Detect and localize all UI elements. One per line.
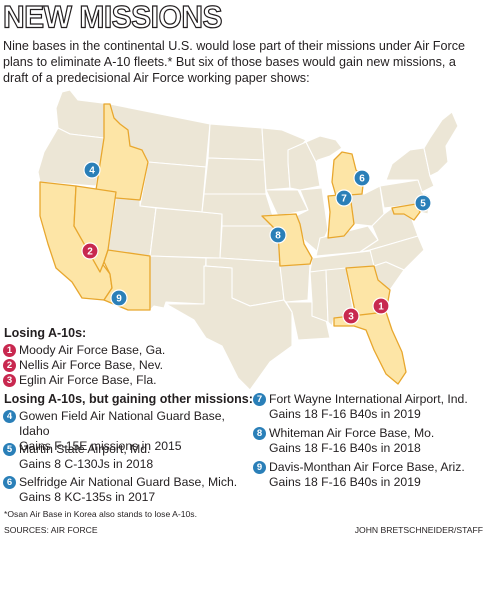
marker-8: 8 (269, 226, 287, 244)
number-badge-7: 7 (253, 393, 266, 406)
gaining-item-6-name: Selfridge Air National Guard Base, Mich. (19, 475, 238, 489)
marker-6: 6 (353, 169, 371, 187)
state-iowa (265, 189, 309, 217)
credit: JOHN BRETSCHNEIDER/STAFF (354, 525, 483, 535)
number-badge-8: 8 (253, 427, 266, 440)
state-south-dakota (203, 157, 267, 195)
number-badge-2: 2 (3, 359, 16, 372)
gaining-item-6-detail: Gains 8 KC-135s in 2017 (19, 490, 156, 504)
highlighted-states (39, 103, 421, 385)
marker-8-label: 8 (275, 231, 281, 242)
gaining-item-8-name: Whiteman Air Force Base, Mo. (269, 426, 435, 440)
state-mississippi (309, 269, 329, 323)
losing-item-2-name: Nellis Air Force Base, Nev. (19, 358, 164, 372)
number-badge-1: 1 (3, 344, 16, 357)
marker-1: 1 (372, 297, 390, 315)
marker-2: 2 (81, 242, 99, 260)
state-florida (333, 311, 407, 385)
state-colorado (149, 207, 223, 259)
gaining-item-6: 6 Selfridge Air National Guard Base, Mic… (3, 475, 243, 505)
marker-5-label: 5 (420, 199, 426, 210)
state-north-dakota (207, 123, 265, 161)
losing-item-3-name: Eglin Air Force Base, Fla. (19, 373, 157, 387)
state-new-mexico (149, 255, 207, 311)
losing-item-2: 2 Nellis Air Force Base, Nev. (3, 358, 163, 373)
marker-1-label: 1 (378, 302, 384, 313)
number-badge-3: 3 (3, 374, 16, 387)
state-new-england (423, 111, 459, 177)
gaining-item-9-name: Davis-Monthan Air Force Base, Ariz. (269, 460, 465, 474)
state-texas (165, 265, 293, 391)
gaining-item-9: 9 Davis-Monthan Air Force Base, Ariz. Ga… (253, 460, 485, 490)
marker-9: 9 (110, 289, 128, 307)
number-badge-9: 9 (253, 461, 266, 474)
state-michigan-upper (305, 135, 343, 163)
number-badge-4: 4 (3, 410, 16, 423)
marker-2-label: 2 (87, 247, 93, 258)
intro-text: Nine bases in the continental U.S. would… (3, 39, 466, 85)
gaining-item-7-name: Fort Wayne International Airport, Ind. (269, 392, 468, 406)
gaining-item-5: 5 Martin State Airport, Md. Gains 8 C-13… (3, 442, 243, 472)
state-utah (107, 197, 157, 257)
number-badge-5: 5 (3, 443, 16, 456)
gaining-item-4-detail: Gains F-15E missions in 2015 (19, 439, 182, 453)
gaining-item-8-detail: Gains 18 F-16 B40s in 2018 (269, 441, 421, 455)
footnote: *Osan Air Base in Korea also stands to l… (4, 509, 197, 519)
gaining-item-7: 7 Fort Wayne International Airport, Ind.… (253, 392, 485, 422)
gaining-heading: Losing A-10s, but gaining other missions… (4, 392, 253, 406)
state-arkansas (279, 263, 311, 303)
gaining-item-8: 8 Whiteman Air Force Base, Mo. Gains 18 … (253, 426, 485, 456)
gaining-item-4-name: Gowen Field Air National Guard Base, Ida… (19, 409, 225, 438)
gaining-item-7-detail: Gains 18 F-16 B40s in 2019 (269, 407, 421, 421)
number-badge-6: 6 (3, 476, 16, 489)
gaining-item-5-detail: Gains 8 C-130Js in 2018 (19, 457, 154, 471)
marker-6-label: 6 (359, 174, 365, 185)
state-illinois (295, 187, 329, 253)
marker-3: 3 (342, 307, 360, 325)
losing-item-1: 1 Moody Air Force Base, Ga. (3, 343, 165, 358)
marker-4: 4 (83, 161, 101, 179)
gaining-item-5-name: Martin State Airport, Md. (19, 442, 151, 456)
gaining-item-4: 4 Gowen Field Air National Guard Base, I… (3, 409, 243, 454)
page-title: NEW MISSIONS (2, 0, 223, 35)
sources: SOURCES: AIR FORCE (4, 525, 98, 535)
marker-9-label: 9 (116, 294, 122, 305)
marker-3-label: 3 (348, 312, 354, 323)
losing-item-3: 3 Eglin Air Force Base, Fla. (3, 373, 157, 388)
marker-4-label: 4 (89, 166, 95, 177)
marker-7-label: 7 (341, 194, 347, 205)
gaining-item-9-detail: Gains 18 F-16 B40s in 2019 (269, 475, 421, 489)
marker-5: 5 (414, 194, 432, 212)
losing-heading: Losing A-10s: (4, 326, 87, 340)
map-markers: 1 2 3 4 5 6 7 8 (81, 161, 432, 325)
losing-item-1-name: Moody Air Force Base, Ga. (19, 343, 166, 357)
marker-7: 7 (335, 189, 353, 207)
state-wyoming (139, 161, 207, 213)
